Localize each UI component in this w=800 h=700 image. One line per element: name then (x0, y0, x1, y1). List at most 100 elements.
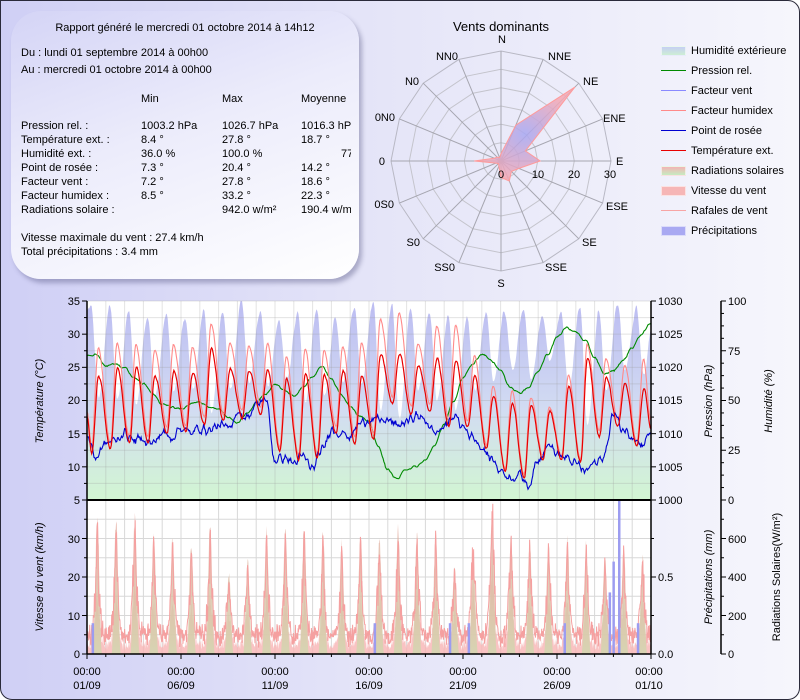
legend-swatch-wind-speed (661, 186, 686, 196)
precipitation-axis-title: Précipitations (mm) (703, 529, 715, 624)
legend-swatch-solar (661, 166, 686, 176)
stat-avg: 18.6 ° (301, 176, 330, 188)
stat-label: Humidité ext. : (21, 148, 92, 160)
radar-series (474, 86, 576, 182)
radar-label-nno: NN0 (436, 51, 458, 63)
summary-panel: Rapport généré le mercredi 01 octobre 20… (11, 11, 359, 279)
precipitation-bar (608, 592, 612, 654)
tick-label: 0.0 (658, 649, 673, 661)
radar-grid (390, 50, 612, 272)
radar-ring-labels: 0 10 20 30 (498, 169, 616, 181)
legend-item-dew-point[interactable]: Point de rosée (661, 124, 799, 138)
tick-label: 20 (68, 395, 80, 407)
precipitation-bar (563, 623, 566, 654)
radar-spoke (422, 160, 502, 240)
radar-label-sso: SS0 (434, 262, 455, 274)
tick-label: 0 (728, 495, 734, 507)
tick-label: 50 (728, 395, 740, 407)
wind-axis-title: Vitesse du vent (km/h) (34, 522, 46, 632)
top-grid (87, 300, 651, 500)
precipitation-bar (612, 561, 615, 654)
tick-label: 1005 (658, 462, 682, 474)
tick-label: 200 (728, 611, 746, 623)
pressure-tick-labels: 1030 1025 1020 1015 1010 1005 1000 (658, 296, 682, 507)
tick-label: 1020 (658, 362, 682, 374)
column-header-min: Min (141, 93, 159, 105)
legend-item-humidex[interactable]: Facteur humidex (661, 104, 799, 118)
stat-avg: 22.3 ° (301, 190, 330, 202)
tick-label: 10 (68, 611, 80, 623)
tick-label: 75 (728, 346, 740, 358)
precipitation-bar (373, 623, 377, 654)
stat-label: Point de rosée : (21, 162, 99, 174)
tick-label: 1000 (658, 495, 682, 507)
precipitation-bar (467, 623, 471, 654)
tick-label: 1025 (658, 329, 682, 341)
axes-layer (82, 300, 726, 659)
radar-wind-polygon (474, 86, 576, 182)
humidity-tick-labels: 100 75 50 25 0 (728, 296, 746, 507)
legend-label: Température ext. (691, 145, 774, 157)
x-tick-time: 00:00 (355, 666, 383, 678)
legend-item-pressure[interactable]: Pression rel. (661, 64, 799, 78)
radar-label-e: E (616, 156, 623, 168)
x-tick-date: 01/09 (73, 680, 101, 692)
tick-label: 1030 (658, 296, 682, 308)
legend-swatch-humidex (661, 110, 686, 111)
solar-radiation-area (87, 512, 651, 654)
tick-label: 600 (728, 534, 746, 546)
stat-label: Température ext. : (21, 134, 110, 146)
legend-item-precipitation[interactable]: Précipitations (661, 224, 799, 238)
tick-label: 25 (728, 445, 740, 457)
legend-label: Vitesse du vent (691, 185, 767, 197)
x-tick-date: 11/09 (262, 680, 289, 692)
stat-label: Facteur vent : (21, 176, 89, 188)
temperature-line (86, 346, 652, 479)
tick-label: 20 (68, 572, 80, 584)
x-tick-time: 00:00 (261, 666, 289, 678)
stat-avg: 18.7 ° (301, 134, 330, 146)
max-wind-speed: Vitesse maximale du vent : 27.4 km/h (21, 232, 204, 244)
radar-label-no: N0 (405, 76, 419, 88)
wind-gust-line (86, 503, 652, 648)
tick-label: 25 (68, 362, 80, 374)
x-tick-labels: 00:00 01/09 00:00 06/09 00:00 11/09 00:0… (73, 666, 663, 692)
radar-ring-label: 10 (532, 169, 544, 181)
radar-label-nne: NNE (548, 51, 571, 63)
precipitation-bar (91, 623, 95, 654)
stat-max: 1026.7 hPa (222, 120, 279, 132)
x-tick-time: 00:00 (167, 666, 195, 678)
precipitation-bar (448, 623, 452, 654)
legend-item-wind-gust[interactable]: Rafales de vent (661, 204, 799, 218)
radar-spoke (458, 160, 502, 263)
radar-label-se: SE (582, 237, 597, 249)
stat-label: Radiations solaire : (21, 204, 115, 216)
dew-point-line (86, 395, 652, 491)
radar-label-sse: SSE (545, 262, 567, 274)
x-tick-time: 00:00 (543, 666, 571, 678)
legend-item-wind-chill[interactable]: Facteur vent (661, 84, 799, 98)
legend-swatch-dew-point (661, 130, 686, 131)
legend-label: Pression rel. (691, 65, 753, 77)
precipitation-tick-labels: 0.5 0.0 (658, 572, 673, 661)
tick-label: 5 (74, 495, 80, 507)
period-to: Au : mercredi 01 octobre 2014 à 00h00 (21, 64, 212, 76)
radar-label-n: N (498, 34, 506, 46)
legend-item-temperature[interactable]: Température ext. (661, 144, 799, 158)
tick-label: 100 (728, 296, 746, 308)
legend-swatch-humidity (661, 46, 686, 56)
legend-item-humidity[interactable]: Humidité extérieure (661, 44, 799, 58)
legend-item-wind-speed[interactable]: Vitesse du vent (661, 184, 799, 198)
humidity-axis-title: Humidité (%) (763, 369, 775, 433)
tick-label: 35 (68, 296, 80, 308)
x-tick-date: 26/09 (543, 680, 571, 692)
legend-label: Facteur vent (691, 85, 753, 97)
wind-tick-labels: 30 20 10 0 (68, 534, 80, 661)
precipitation-bar (636, 623, 640, 654)
x-tick-date: 01/10 (635, 680, 663, 692)
stat-max: 20.4 ° (222, 162, 251, 174)
legend-item-solar[interactable]: Radiations solaires (661, 164, 799, 178)
legend-label: Précipitations (691, 225, 758, 237)
legend-swatch-precipitation (661, 226, 686, 236)
